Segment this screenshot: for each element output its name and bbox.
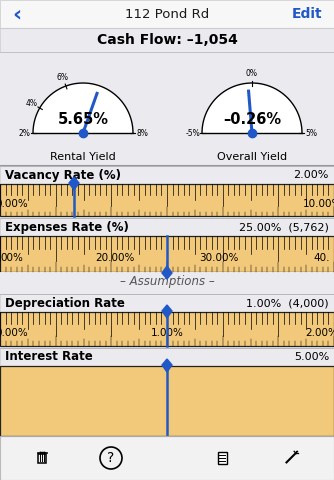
Text: Cash Flow: –1,054: Cash Flow: –1,054 — [97, 33, 237, 47]
Text: 20.00%: 20.00% — [96, 253, 135, 264]
Text: ?: ? — [107, 451, 115, 465]
Text: 0.00%: 0.00% — [0, 328, 28, 338]
Text: 2%: 2% — [18, 129, 30, 137]
Text: Interest Rate: Interest Rate — [5, 350, 93, 363]
Text: 4%: 4% — [26, 99, 38, 108]
Text: 6%: 6% — [57, 73, 69, 82]
Text: 1.00%  (4,000): 1.00% (4,000) — [246, 298, 329, 308]
Polygon shape — [202, 83, 302, 133]
Text: 5%: 5% — [305, 129, 317, 137]
Text: 00%: 00% — [1, 253, 23, 264]
Polygon shape — [69, 177, 79, 190]
Bar — [38, 454, 46, 463]
Text: 10.00%: 10.00% — [302, 199, 334, 209]
Bar — [0, 166, 334, 184]
Text: 5.00%: 5.00% — [294, 352, 329, 362]
Text: 1.00%: 1.00% — [151, 328, 183, 338]
Polygon shape — [33, 83, 133, 133]
Text: Rental Yield: Rental Yield — [50, 152, 116, 162]
Bar — [0, 52, 334, 165]
Bar — [0, 294, 334, 312]
Text: 40.: 40. — [314, 253, 330, 264]
Bar — [0, 348, 334, 366]
Text: 25.00%  (5,762): 25.00% (5,762) — [239, 222, 329, 232]
Polygon shape — [162, 305, 172, 318]
Polygon shape — [162, 359, 172, 372]
Bar — [0, 184, 334, 216]
Bar — [0, 312, 334, 346]
Bar — [0, 0, 334, 28]
Text: –0.26%: –0.26% — [223, 111, 281, 127]
Text: 30.00%: 30.00% — [199, 253, 238, 264]
Text: Overall Yield: Overall Yield — [217, 152, 287, 162]
Bar — [0, 366, 334, 436]
Text: 2.00%: 2.00% — [306, 328, 334, 338]
Bar — [0, 272, 334, 292]
Text: -5%: -5% — [186, 129, 200, 137]
Text: Edit: Edit — [291, 7, 322, 21]
Text: Depreciation Rate: Depreciation Rate — [5, 297, 125, 310]
Text: – Assumptions –: – Assumptions – — [120, 276, 214, 288]
Polygon shape — [162, 266, 172, 279]
Text: 8%: 8% — [136, 129, 148, 137]
Bar — [217, 452, 226, 464]
Bar — [0, 28, 334, 52]
Text: 5.65%: 5.65% — [57, 111, 109, 127]
Text: 0%: 0% — [246, 70, 258, 79]
Text: ‹: ‹ — [12, 4, 21, 24]
Text: 0.00%: 0.00% — [0, 199, 28, 209]
Bar — [0, 236, 334, 272]
Text: 112 Pond Rd: 112 Pond Rd — [125, 8, 209, 21]
Text: Expenses Rate (%): Expenses Rate (%) — [5, 220, 129, 233]
Text: Vacancy Rate (%): Vacancy Rate (%) — [5, 168, 121, 181]
Text: 2.00%: 2.00% — [294, 170, 329, 180]
Bar — [0, 218, 334, 236]
Bar — [0, 436, 334, 480]
